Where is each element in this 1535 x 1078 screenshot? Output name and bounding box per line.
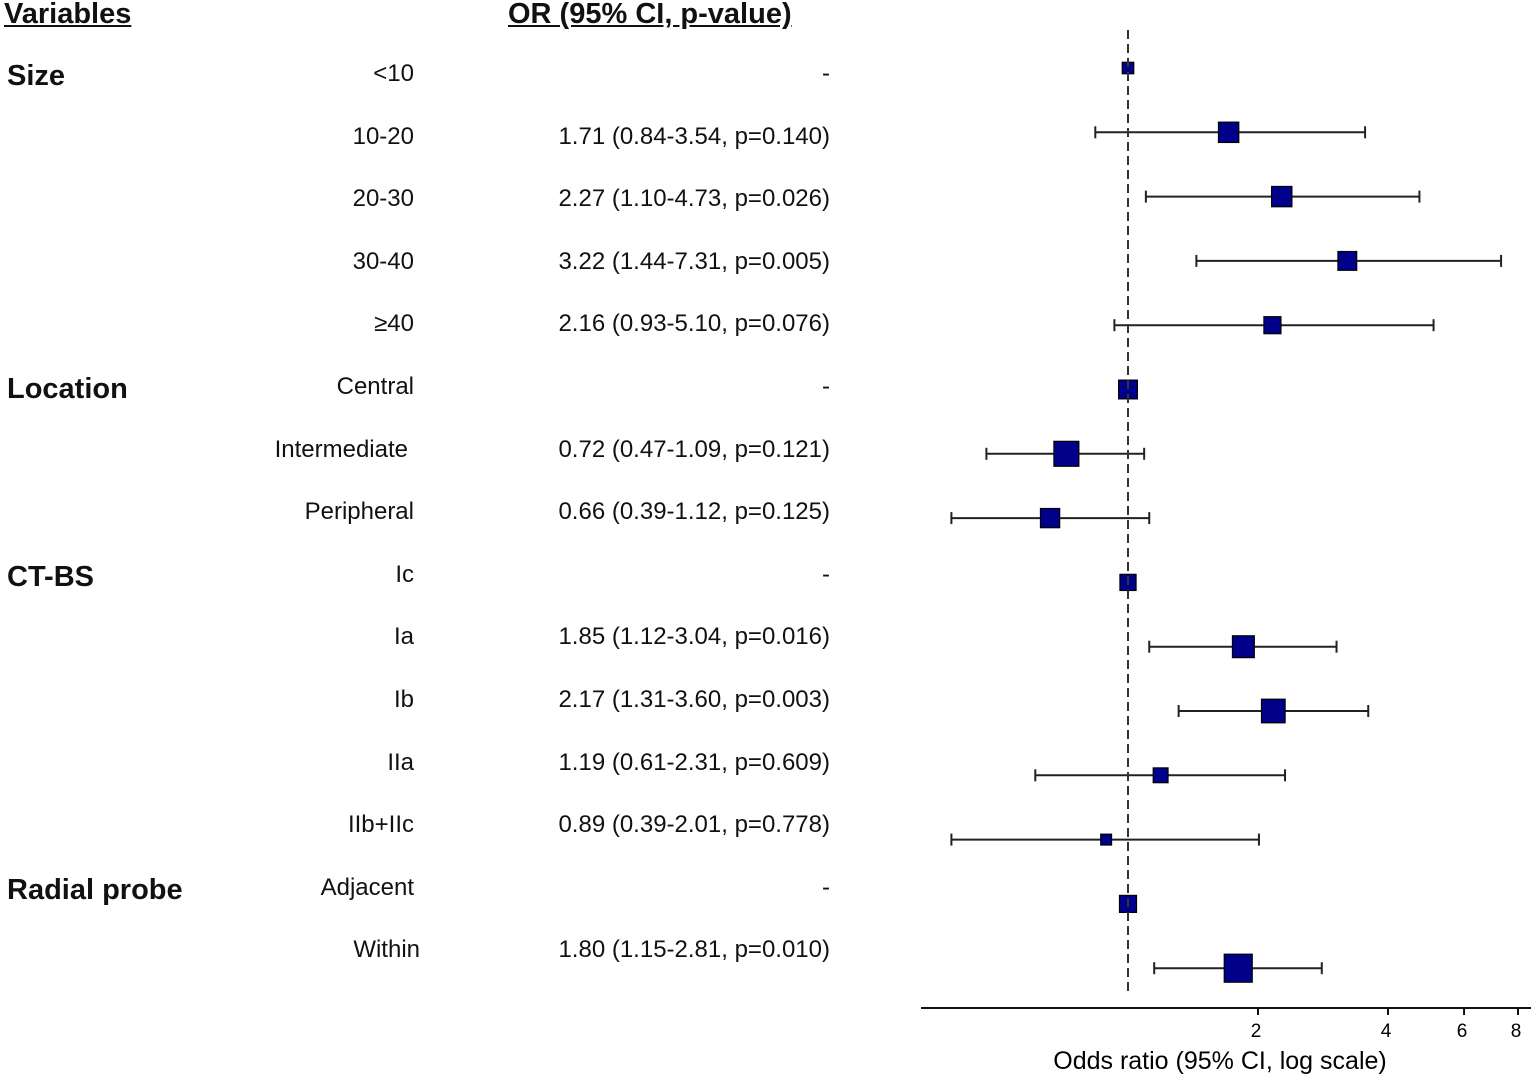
row-or-text: 2.16 (0.93-5.10, p=0.076) bbox=[558, 310, 830, 338]
row-or-text: 2.27 (1.10-4.73, p=0.026) bbox=[558, 185, 830, 213]
row-label: 20-30 bbox=[352, 185, 414, 213]
group-label: Size bbox=[7, 60, 66, 92]
row-label: ≥40 bbox=[374, 310, 414, 338]
row-label: Central bbox=[336, 373, 414, 400]
point-estimate-box bbox=[1223, 953, 1253, 983]
x-axis-label: Odds ratio (95% CI, log scale) bbox=[1053, 1047, 1386, 1075]
x-tick-label: 6 bbox=[1457, 1021, 1468, 1042]
point-estimate-box bbox=[1337, 250, 1358, 271]
point-estimate-box bbox=[1053, 440, 1080, 467]
variables-header: Variables bbox=[4, 0, 132, 30]
row-or-text: - bbox=[822, 373, 830, 400]
point-estimate-box bbox=[1217, 121, 1240, 144]
point-estimate-box bbox=[1231, 635, 1255, 659]
row-label: Intermediate bbox=[274, 435, 408, 463]
row-label: Ic bbox=[395, 560, 414, 588]
row-or-text: - bbox=[822, 60, 830, 87]
row-label: Ia bbox=[393, 623, 414, 651]
x-tick-label: 2 bbox=[1251, 1021, 1262, 1042]
row-or-text: 0.89 (0.39-2.01, p=0.778) bbox=[558, 811, 830, 839]
row-or-text: - bbox=[822, 560, 830, 588]
point-estimate-box bbox=[1152, 767, 1169, 784]
row-label: Peripheral bbox=[304, 498, 414, 526]
x-tick-label: 8 bbox=[1511, 1021, 1522, 1042]
row-label: Ib bbox=[393, 686, 414, 713]
row-or-text: 0.66 (0.39-1.12, p=0.125) bbox=[558, 498, 830, 526]
x-tick-label: 4 bbox=[1381, 1021, 1392, 1042]
point-estimate-box bbox=[1100, 833, 1113, 846]
row-label: 10-20 bbox=[352, 122, 414, 150]
point-estimate-box bbox=[1039, 507, 1061, 529]
group-label: Radial probe bbox=[7, 873, 183, 906]
row-or-text: 0.72 (0.47-1.09, p=0.121) bbox=[558, 435, 830, 463]
row-label: IIa bbox=[387, 748, 414, 776]
row-label: <10 bbox=[373, 60, 414, 87]
row-or-text: 1.85 (1.12-3.04, p=0.016) bbox=[558, 623, 830, 651]
point-estimate-box bbox=[1270, 185, 1293, 208]
row-or-text: 1.71 (0.84-3.54, p=0.140) bbox=[558, 122, 830, 150]
point-estimate-box bbox=[1263, 316, 1282, 335]
point-estimate-box bbox=[1260, 698, 1286, 724]
row-label: Adjacent bbox=[320, 873, 414, 901]
row-label: 30-40 bbox=[352, 247, 414, 275]
row-label: Within bbox=[353, 936, 420, 964]
row-or-text: 1.80 (1.15-2.81, p=0.010) bbox=[558, 936, 830, 964]
row-or-text: 1.19 (0.61-2.31, p=0.609) bbox=[558, 748, 830, 776]
group-label: Location bbox=[7, 373, 128, 405]
or-column-header: OR (95% CI, p-value) bbox=[508, 0, 792, 30]
row-or-text: - bbox=[822, 873, 830, 901]
row-or-text: 2.17 (1.31-3.60, p=0.003) bbox=[558, 686, 830, 713]
group-label: CT-BS bbox=[7, 560, 94, 593]
row-or-text: 3.22 (1.44-7.31, p=0.005) bbox=[558, 247, 830, 275]
row-label: IIb+IIc bbox=[347, 811, 414, 839]
